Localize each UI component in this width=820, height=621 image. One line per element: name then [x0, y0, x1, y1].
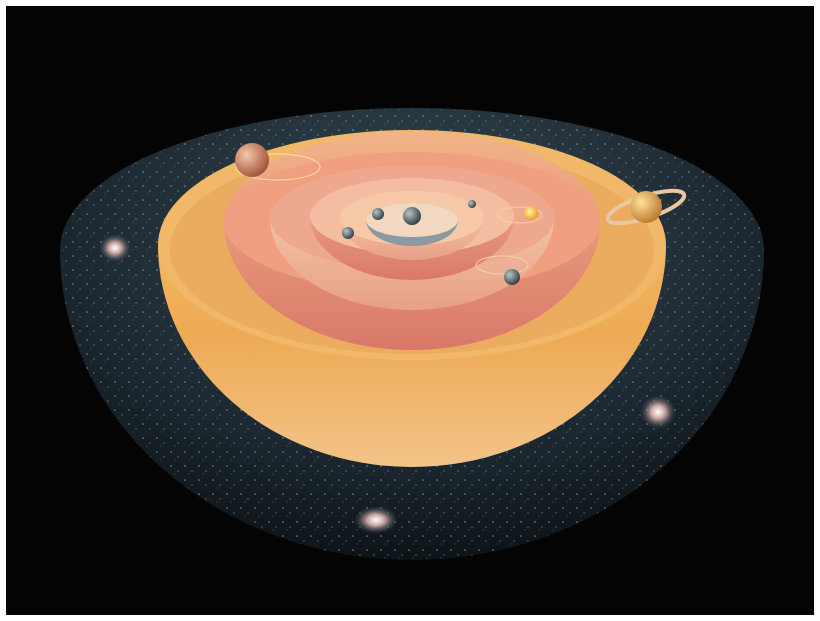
- galaxy: [354, 506, 398, 534]
- sun: [524, 206, 538, 220]
- orbit: [235, 153, 321, 181]
- planet: [403, 207, 421, 225]
- planet: [372, 208, 384, 220]
- planet: [468, 200, 476, 208]
- planet: [235, 143, 269, 177]
- planet: [342, 227, 354, 239]
- galaxy: [99, 234, 131, 262]
- galaxy: [640, 395, 676, 429]
- planet: [504, 269, 520, 285]
- orbit: [497, 206, 543, 224]
- planet: [630, 191, 662, 223]
- orbit: [475, 255, 529, 275]
